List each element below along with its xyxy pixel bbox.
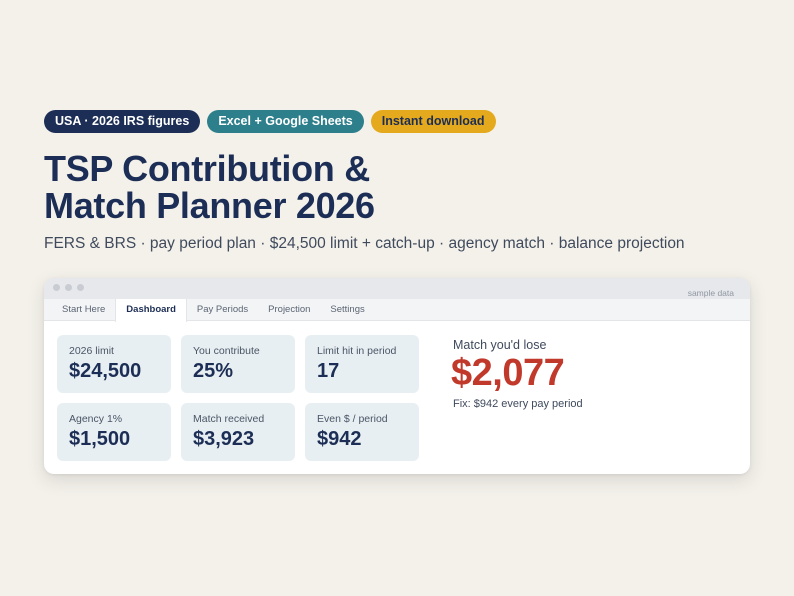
window-maximize-dot-icon[interactable] [77, 284, 84, 291]
sheet-tabs: Start Here Dashboard Pay Periods Project… [44, 299, 750, 322]
card-value: $3,923 [193, 428, 255, 450]
match-lost-label: Match you'd lose [453, 338, 547, 352]
card-even-per-period: Even $ / period $942 [305, 403, 419, 461]
card-value: $942 [317, 428, 362, 450]
card-value: 25% [193, 360, 234, 382]
match-lost-value: $2,077 [451, 352, 565, 394]
tab-settings[interactable]: Settings [330, 304, 365, 315]
window-minimize-dot-icon[interactable] [65, 284, 72, 291]
title-line-2: Match Planner 2026 [44, 185, 375, 226]
card-label: Even $ / period [317, 413, 388, 425]
card-label: Limit hit in period [317, 345, 397, 357]
page-title: TSP Contribution & Match Planner 2026 [44, 150, 375, 224]
card-value: 17 [317, 360, 340, 382]
card-value: $24,500 [69, 360, 142, 382]
region-badge: USA · 2026 IRS figures [44, 110, 201, 133]
window-titlebar: sample data [44, 278, 750, 299]
card-label: Match received [193, 413, 265, 425]
card-value: $1,500 [69, 428, 131, 450]
title-line-1: TSP Contribution & [44, 148, 370, 189]
tab-pay-periods[interactable]: Pay Periods [196, 304, 249, 315]
card-annual-limit: 2026 limit $24,500 [57, 335, 171, 393]
fix-recommendation: Fix: $942 every pay period [453, 398, 583, 410]
spreadsheet-preview-window: sample data Start Here Dashboard Pay Per… [44, 278, 750, 474]
format-badge: Excel + Google Sheets [207, 110, 364, 133]
card-label: You contribute [193, 345, 260, 357]
card-limit-period: Limit hit in period 17 [305, 335, 419, 393]
card-match-received: Match received $3,923 [181, 403, 295, 461]
card-contribution-rate: You contribute 25% [181, 335, 295, 393]
tab-start-here[interactable]: Start Here [62, 304, 106, 315]
badge-row: USA · 2026 IRS figures Excel + Google Sh… [44, 110, 496, 133]
window-close-dot-icon[interactable] [53, 284, 60, 291]
page-subtitle: FERS & BRS · pay period plan · $24,500 l… [44, 235, 685, 252]
download-badge: Instant download [370, 110, 496, 133]
sample-data-label: sample data [687, 288, 734, 298]
tab-dashboard[interactable]: Dashboard [115, 299, 187, 322]
card-agency-contribution: Agency 1% $1,500 [57, 403, 171, 461]
card-label: 2026 limit [69, 345, 114, 357]
card-label: Agency 1% [69, 413, 123, 425]
tab-projection[interactable]: Projection [268, 304, 311, 315]
